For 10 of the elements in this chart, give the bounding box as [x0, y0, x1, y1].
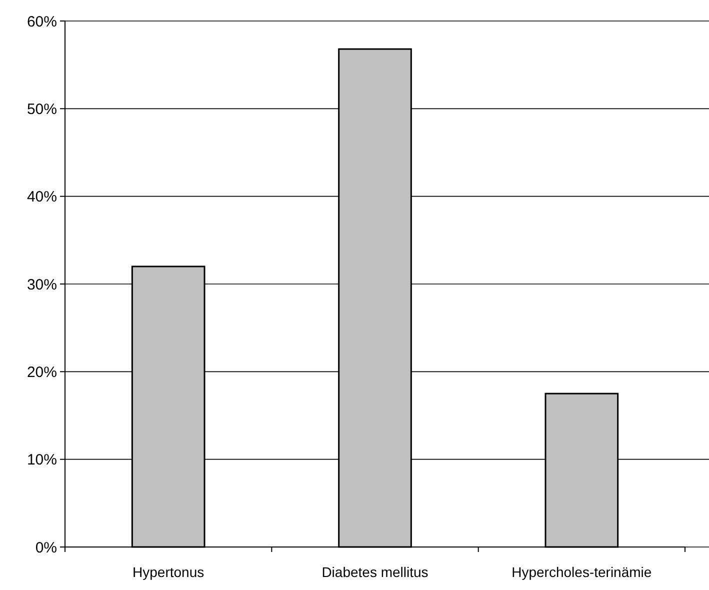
x-tick-label: Diabetes mellitus: [322, 564, 428, 580]
y-tick-label: 60%: [26, 13, 57, 30]
x-tick-label: Hypertonus: [132, 564, 204, 580]
y-tick-label: 0%: [35, 539, 57, 556]
y-tick-label: 40%: [26, 188, 57, 206]
y-tick-label: 50%: [26, 100, 57, 118]
y-tick-label: 30%: [26, 276, 57, 294]
x-tick-label: Hypercholes-terinämie: [512, 564, 652, 580]
y-tick-label: 20%: [26, 364, 57, 381]
y-tick-label: 10%: [26, 452, 57, 469]
